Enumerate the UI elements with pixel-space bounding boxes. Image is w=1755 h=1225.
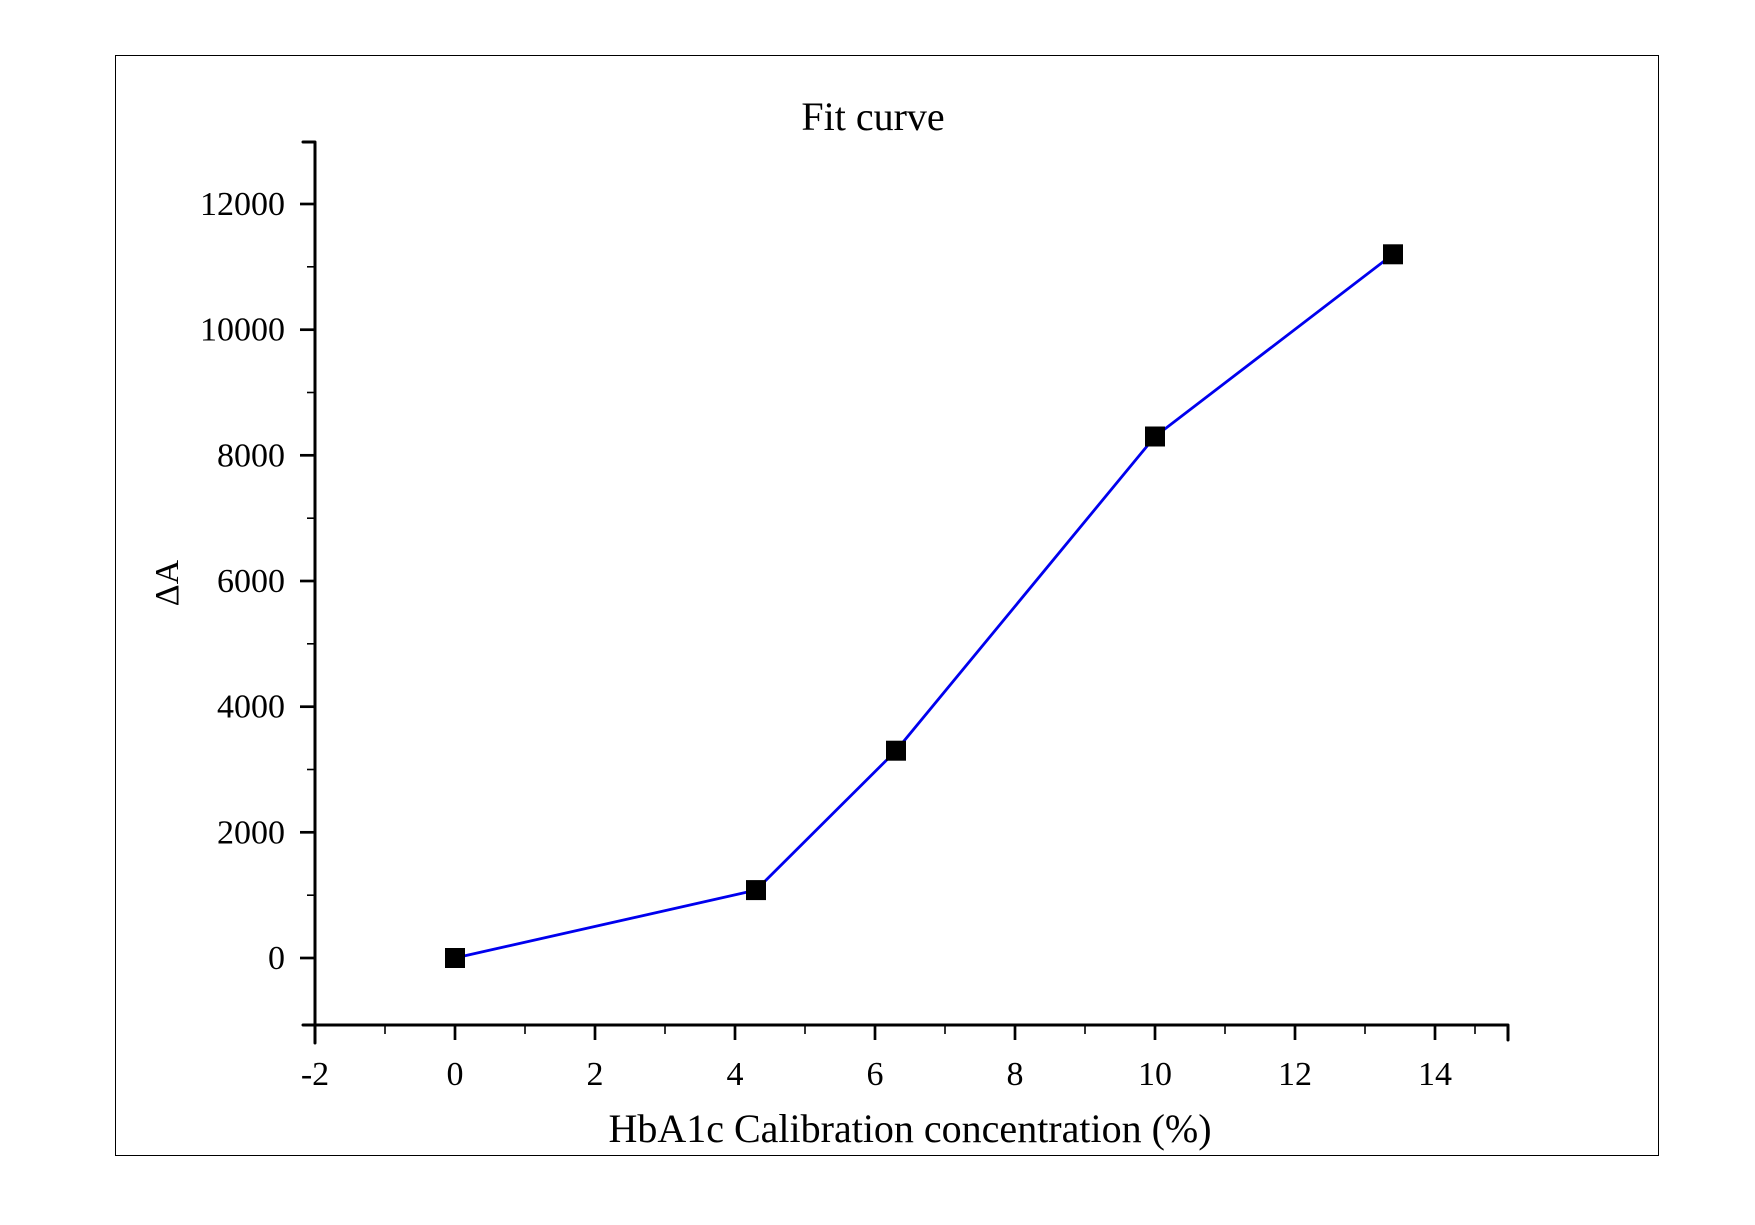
- svg-text:10000: 10000: [200, 312, 285, 349]
- svg-text:0: 0: [268, 940, 285, 977]
- svg-text:10: 10: [1138, 1056, 1172, 1093]
- svg-text:2: 2: [587, 1056, 604, 1093]
- svg-text:6000: 6000: [217, 563, 285, 600]
- svg-text:4000: 4000: [217, 689, 285, 726]
- svg-text:ΔA: ΔA: [149, 559, 186, 606]
- svg-text:8000: 8000: [217, 437, 285, 474]
- svg-text:6: 6: [867, 1056, 884, 1093]
- svg-text:Fit curve: Fit curve: [801, 94, 944, 139]
- svg-text:HbA1c Calibration concentratio: HbA1c Calibration concentration (%): [608, 1106, 1211, 1151]
- svg-text:12: 12: [1278, 1056, 1312, 1093]
- svg-text:0: 0: [447, 1056, 464, 1093]
- svg-text:8: 8: [1007, 1056, 1024, 1093]
- svg-text:-2: -2: [301, 1056, 329, 1093]
- svg-text:14: 14: [1418, 1056, 1452, 1093]
- svg-text:12000: 12000: [200, 186, 285, 223]
- svg-text:2000: 2000: [217, 814, 285, 851]
- svg-text:4: 4: [727, 1056, 744, 1093]
